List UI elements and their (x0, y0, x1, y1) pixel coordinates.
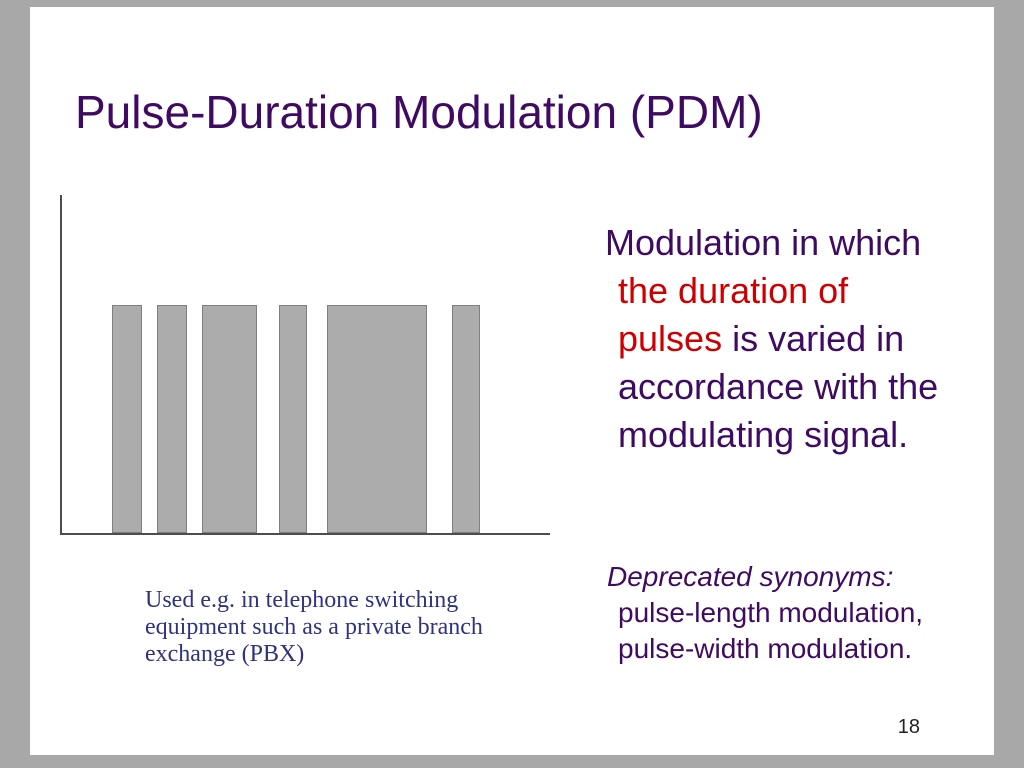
pulse-bar (202, 305, 257, 533)
synonym-item: pulse-length modulation, (618, 597, 924, 628)
definition-segment: is varied in accordance with the modulat… (618, 318, 939, 455)
synonym-item: pulse-width modulation. (618, 633, 913, 664)
definition-segment: Modulation in which (605, 222, 922, 263)
pulse-bar (279, 305, 307, 533)
definition-text: Modulation in which the duration of puls… (605, 219, 940, 459)
pulse-diagram (60, 195, 550, 535)
slide: Pulse-Duration Modulation (PDM) Modulati… (30, 7, 994, 755)
synonyms-lead: Deprecated synonyms: (607, 561, 894, 592)
synonyms-list: pulse-length modulation, pulse-width modu… (607, 595, 967, 667)
slide-title: Pulse-Duration Modulation (PDM) (75, 86, 763, 138)
synonyms-block: Deprecated synonyms: pulse-length modula… (607, 559, 967, 667)
pulse-bar (327, 305, 427, 533)
page-number: 18 (897, 716, 920, 738)
pulse-bar (112, 305, 142, 533)
definition-segment: the duration of pulses (618, 270, 849, 359)
diagram-caption: Used e.g. in telephone switching equipme… (145, 587, 483, 667)
pulse-bar (452, 305, 480, 533)
pulse-bar (157, 305, 187, 533)
